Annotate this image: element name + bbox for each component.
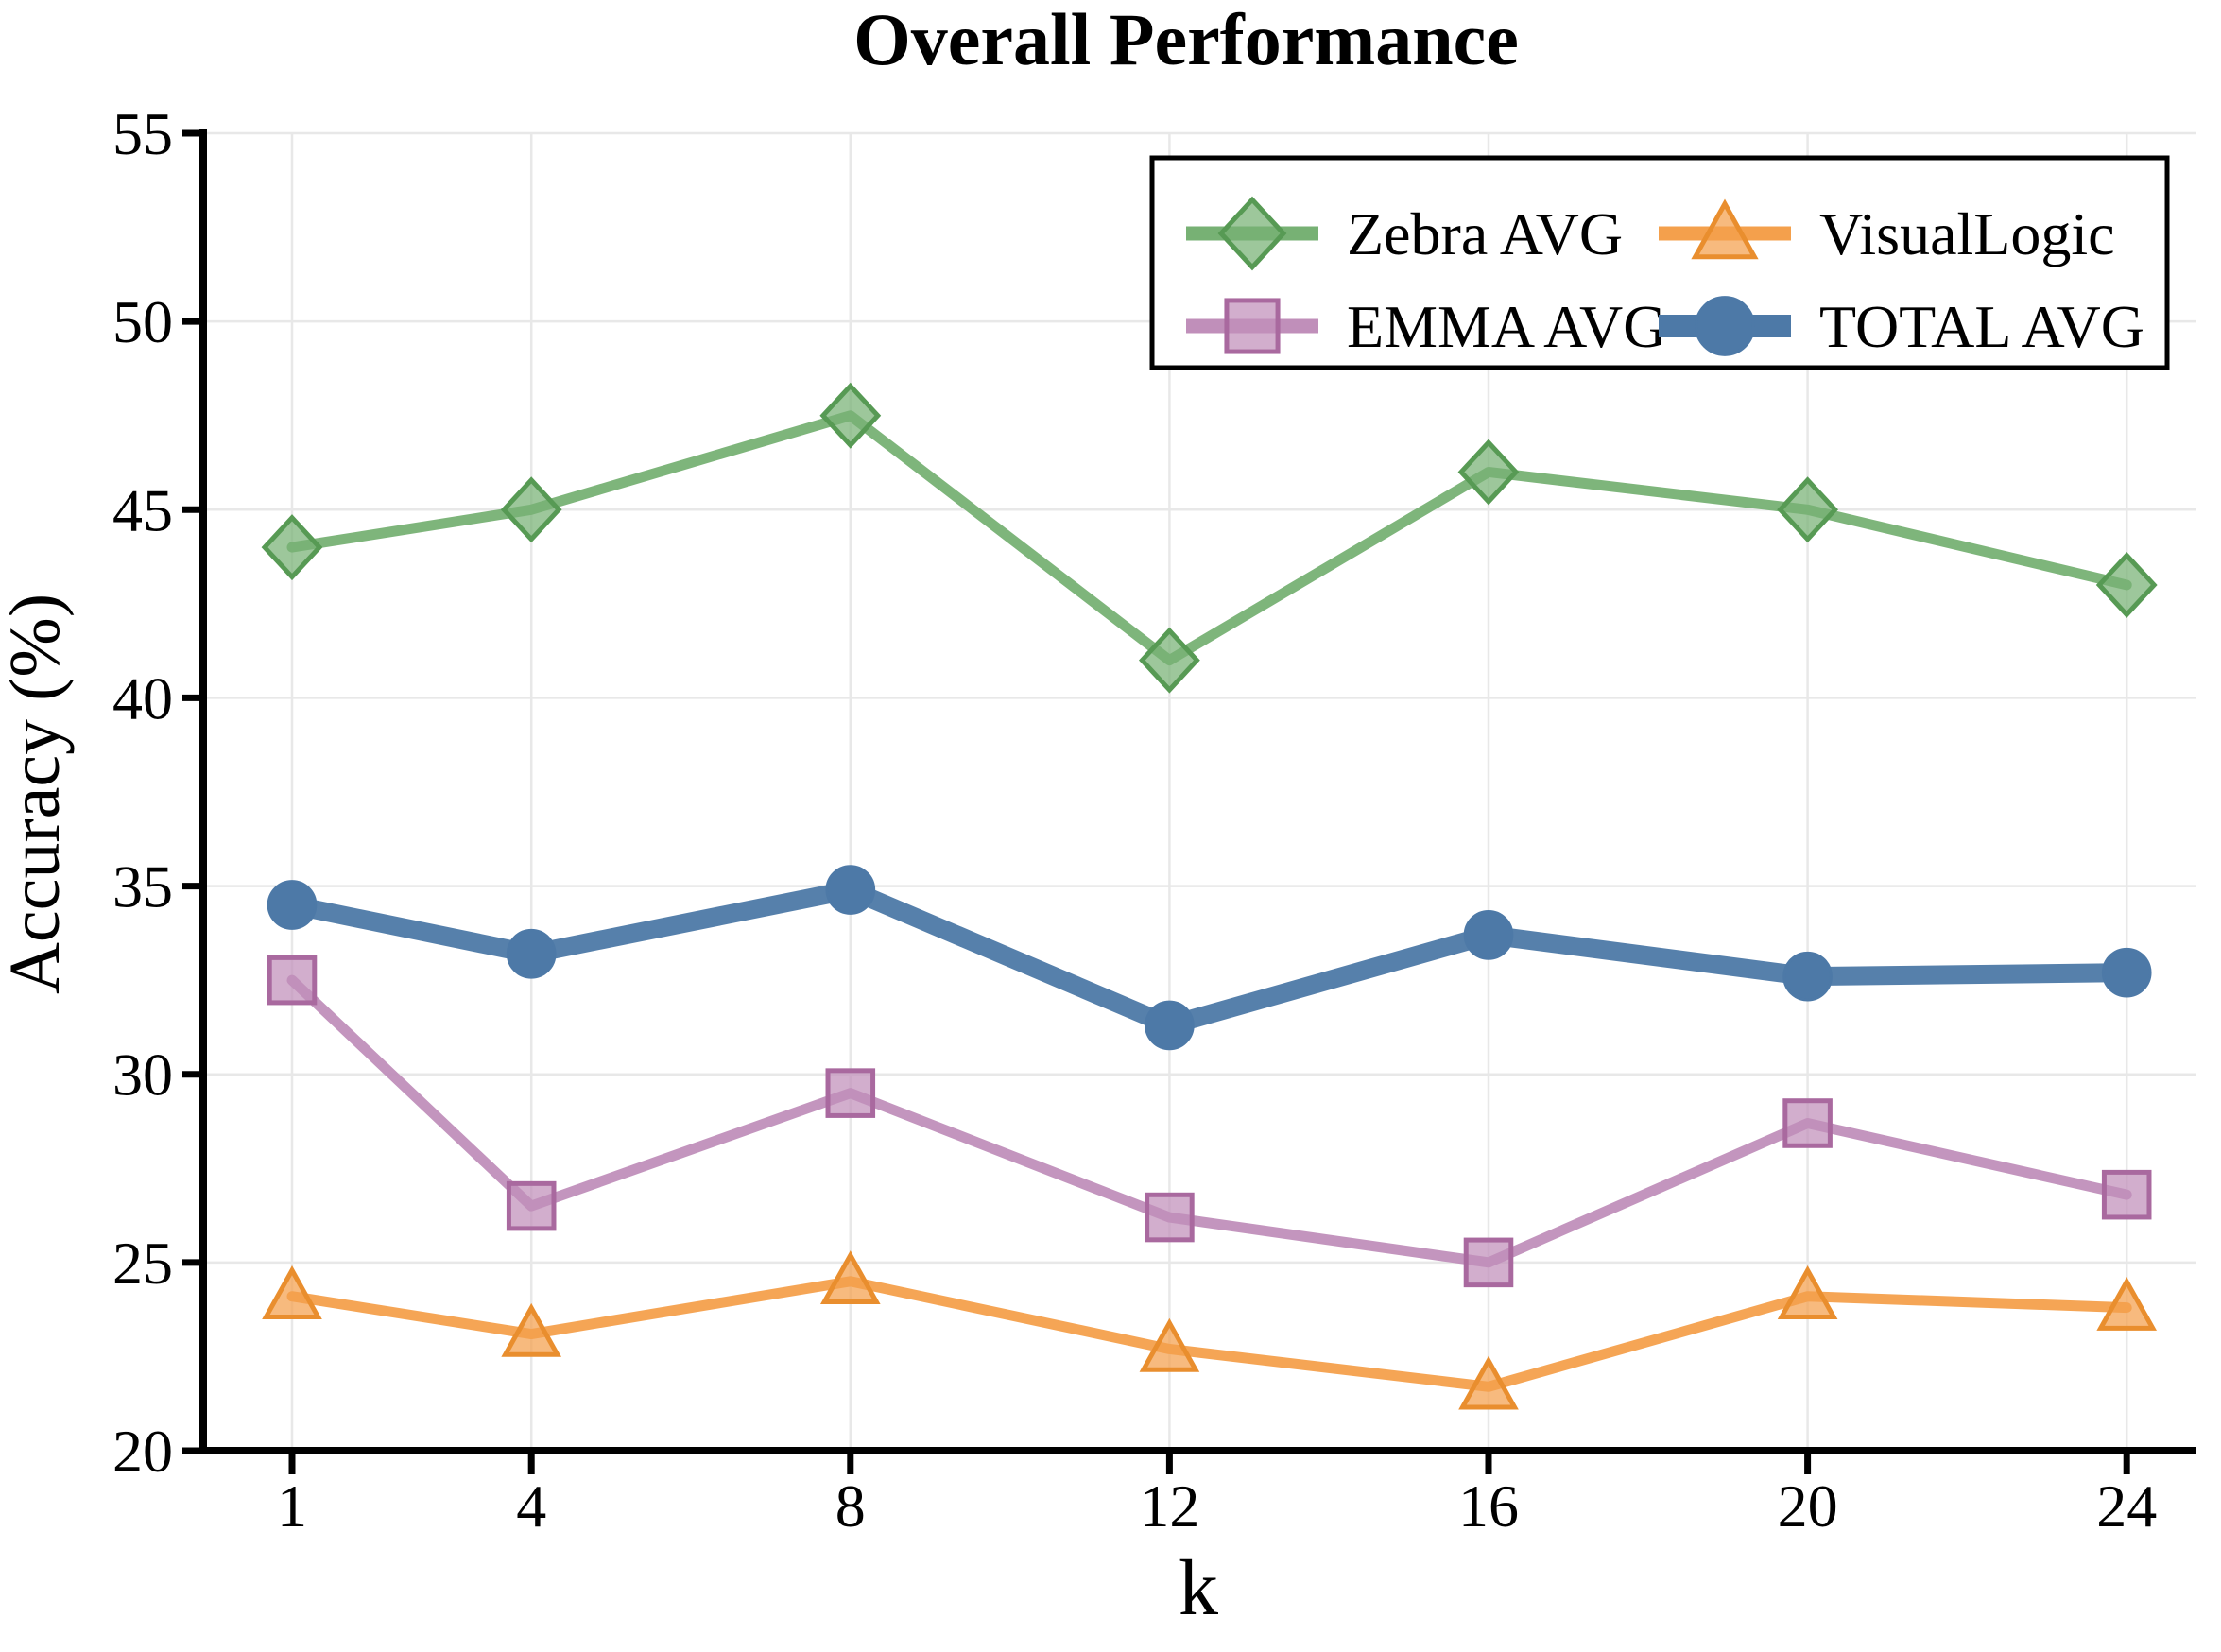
diamond-marker <box>1138 627 1200 694</box>
tick-layer: 20 25 30 35 40 45 50 55 1 4 8 12 16 20 24 <box>112 100 2157 1540</box>
circle-marker <box>2101 947 2152 998</box>
diamond-marker <box>261 514 323 581</box>
y-tick-label: 30 <box>112 1041 173 1109</box>
triangle-marker <box>1458 1355 1519 1410</box>
legend-entry-emma-avg: EMMA AVG <box>1186 293 1666 360</box>
series-visuallogic <box>262 1250 2158 1410</box>
triangle-marker <box>1139 1317 1200 1372</box>
x-tick-label: 8 <box>835 1472 866 1540</box>
x-tick-label: 4 <box>516 1472 546 1540</box>
triangle-marker <box>262 1265 322 1319</box>
circle-marker <box>1145 1000 1195 1051</box>
y-tick-label: 45 <box>112 476 173 543</box>
x-tick-label: 20 <box>1778 1472 1838 1540</box>
legend-label: EMMA AVG <box>1347 293 1666 360</box>
y-axis-label: Accuracy (%) <box>0 594 75 994</box>
legend-label: Zebra AVG <box>1347 200 1623 267</box>
x-tick-label: 24 <box>2096 1472 2157 1540</box>
series-zebra-avg <box>261 382 2158 694</box>
diamond-marker <box>1457 439 1520 506</box>
circle-marker <box>825 865 876 915</box>
triangle-marker <box>1691 198 1759 260</box>
legend-entry-total-avg: TOTAL AVG <box>1659 293 2144 360</box>
x-tick-label: 12 <box>1139 1472 1199 1540</box>
y-tick-label: 55 <box>112 100 173 167</box>
diamond-marker <box>1217 196 1287 271</box>
y-tick-label: 25 <box>112 1230 173 1297</box>
triangle-marker <box>2096 1276 2158 1331</box>
x-axis-label: k <box>1179 1544 1218 1632</box>
legend-entry-zebra-avg: Zebra AVG <box>1186 196 1623 271</box>
circle-marker <box>1695 296 1755 356</box>
triangle-marker <box>1777 1265 1838 1319</box>
y-tick-label: 35 <box>112 853 173 921</box>
square-marker <box>506 1180 557 1231</box>
square-marker <box>1224 298 1281 354</box>
triangle-marker <box>501 1302 562 1357</box>
y-tick-label: 50 <box>112 288 173 355</box>
diamond-marker <box>500 476 562 543</box>
series-layer <box>261 382 2158 1410</box>
triangle-marker <box>819 1250 881 1305</box>
square-marker <box>2101 1169 2152 1220</box>
series-total-avg <box>267 865 2152 1051</box>
legend-label: TOTAL AVG <box>1819 293 2144 360</box>
legend-entry-visuallogic: VisualLogic <box>1659 198 2115 267</box>
square-marker <box>1463 1237 1514 1288</box>
x-tick-label: 1 <box>277 1472 307 1540</box>
square-marker <box>1782 1098 1833 1148</box>
series-emma-avg <box>267 955 2152 1288</box>
circle-marker <box>1782 951 1833 1002</box>
diamond-marker <box>2095 551 2158 618</box>
diamond-marker <box>819 382 882 449</box>
circle-marker <box>267 880 318 930</box>
chart-title: Overall Performance <box>853 0 1519 80</box>
legend-label: VisualLogic <box>1819 200 2115 267</box>
y-tick-label: 40 <box>112 664 173 731</box>
legend: Zebra AVG EMMA AVG VisualLogic TOTAL AVG <box>1149 155 2170 370</box>
circle-marker <box>1463 910 1514 960</box>
y-tick-label: 20 <box>112 1418 173 1485</box>
diamond-marker <box>1777 476 1839 543</box>
square-marker <box>1145 1192 1195 1243</box>
x-tick-label: 16 <box>1458 1472 1519 1540</box>
series-line <box>286 410 2132 666</box>
square-marker <box>267 955 318 1006</box>
circle-marker <box>506 928 557 979</box>
series-line <box>286 1276 2132 1392</box>
square-marker <box>825 1068 876 1118</box>
series-line <box>283 880 2137 1035</box>
